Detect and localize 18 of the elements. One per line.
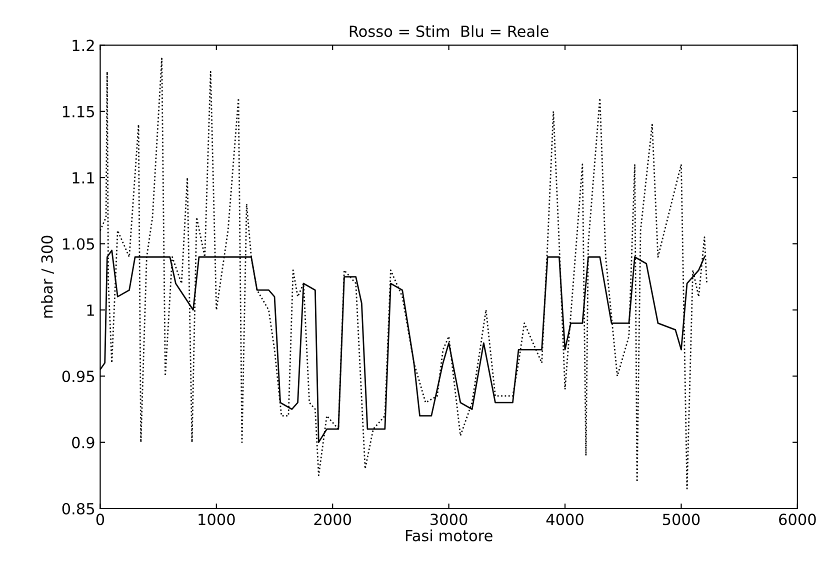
y-tick-label: 1.05 <box>63 238 94 250</box>
chart-title: Rosso = Stim Blu = Reale <box>350 25 548 38</box>
y-axis-title: mbar / 300 <box>40 236 54 318</box>
y-tick-label: 0.9 <box>72 436 94 448</box>
x-tick-label: 3000 <box>430 514 468 526</box>
x-tick-label: 5000 <box>662 514 700 526</box>
y-tick-label: 1.15 <box>63 106 94 118</box>
x-axis-title: Fasi motore <box>406 530 492 542</box>
y-tick-label: 0.95 <box>62 370 94 382</box>
y-tick-label: 1 <box>87 304 94 316</box>
x-tick-label: 0 <box>96 514 104 526</box>
y-tick-label: 1.1 <box>72 172 94 184</box>
x-tick-label: 2000 <box>314 514 352 526</box>
x-tick-label: 4000 <box>546 514 584 526</box>
y-tick-label: 0.85 <box>62 502 94 515</box>
y-tick-label: 1.2 <box>72 40 94 52</box>
x-tick-label: 1000 <box>198 514 235 526</box>
x-tick-label: 6000 <box>779 514 816 526</box>
